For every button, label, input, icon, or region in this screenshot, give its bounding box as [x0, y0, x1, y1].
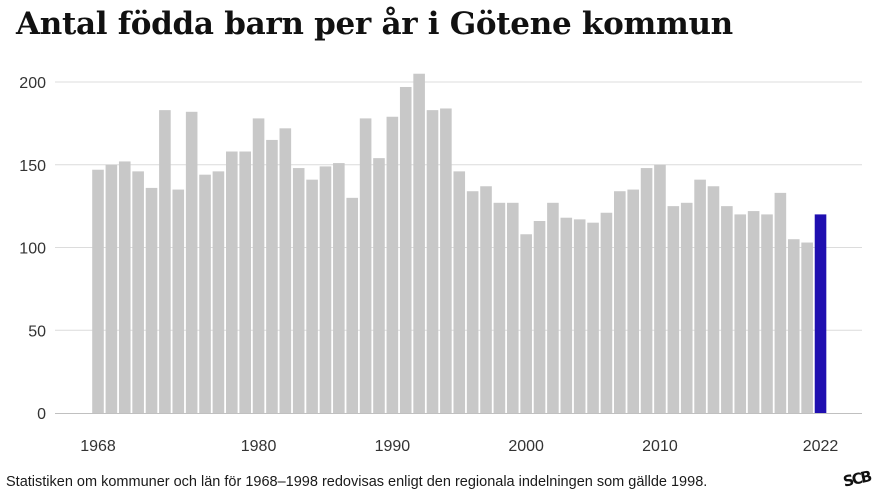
x-tick-label-2000: 2000 [508, 438, 544, 455]
scb-logo: SCB [841, 467, 872, 491]
bars [92, 73, 827, 414]
y-tick-label-100: 100 [19, 241, 46, 258]
bar-1976 [199, 174, 211, 413]
bar-1982 [279, 128, 292, 413]
bar-1974 [172, 189, 185, 413]
bar-1996 [466, 191, 479, 413]
x-tick-label-2010: 2010 [642, 438, 678, 455]
bar-1975 [185, 111, 198, 413]
x-tick-label-1968: 1968 [80, 438, 116, 455]
bar-2011 [667, 206, 680, 414]
y-axis-ticks: 0 50 100 150 200 [19, 75, 46, 423]
bar-2020 [787, 239, 800, 413]
bar-2008 [627, 189, 639, 413]
bar-2021 [801, 242, 813, 413]
bar-2017 [747, 211, 760, 413]
bar-2003 [560, 217, 573, 413]
bar-1997 [480, 186, 492, 413]
bar-1978 [226, 151, 238, 413]
bar-1980 [252, 118, 265, 413]
bar-1990 [386, 116, 399, 413]
bar-1977 [212, 171, 225, 413]
bar-2015 [721, 206, 733, 414]
bar-2012 [680, 202, 693, 413]
y-tick-label-50: 50 [28, 323, 46, 340]
x-axis-ticks: 1968 1980 1990 2000 2010 2022 [80, 438, 838, 455]
bar-1983 [292, 168, 305, 413]
x-tick-label-1980: 1980 [241, 438, 277, 455]
bar-2000 [520, 234, 532, 413]
bar-2010 [654, 164, 666, 413]
bar-2007 [614, 191, 626, 413]
bar-1979 [239, 151, 251, 413]
bar-2002 [547, 202, 559, 413]
bar-1981 [266, 139, 278, 413]
bar-1969 [105, 164, 118, 413]
y-tick-label-0: 0 [37, 406, 46, 423]
bar-1970 [118, 161, 131, 413]
bar-2013 [694, 179, 706, 413]
y-tick-label-200: 200 [19, 75, 46, 92]
bar-1973 [159, 110, 171, 413]
bar-1968 [92, 169, 104, 413]
bar-2001 [533, 221, 546, 413]
bar-1984 [306, 179, 318, 413]
bar-2019 [774, 192, 787, 413]
x-tick-label-1990: 1990 [375, 438, 411, 455]
bar-2018 [761, 214, 773, 413]
bar-2016 [734, 214, 747, 413]
bar-2005 [587, 222, 599, 413]
bar-1991 [399, 86, 412, 413]
bar-2004 [573, 219, 586, 413]
bar-1999 [506, 202, 519, 413]
bar-1985 [319, 166, 332, 413]
bar-2014 [707, 186, 720, 413]
bar-1993 [426, 110, 439, 413]
bar-1971 [132, 171, 144, 413]
bar-1989 [373, 158, 385, 413]
bar-chart: 0 50 100 150 200 1968 1980 1990 2000 2010 2022 [19, 73, 862, 455]
x-tick-label-2022: 2022 [803, 438, 839, 455]
bar-1998 [493, 202, 506, 413]
chart-title: Antal födda barn per år i Götene kommun [16, 6, 733, 42]
bar-2009 [640, 168, 653, 413]
bar-1986 [333, 163, 345, 413]
bar-1995 [453, 171, 466, 413]
bar-1994 [440, 108, 452, 413]
footnote: Statistiken om kommuner och län för 1968… [6, 474, 708, 490]
y-tick-label-150: 150 [19, 158, 46, 175]
bar-2006 [600, 212, 613, 413]
bar-1988 [359, 118, 372, 413]
bar-1992 [413, 73, 425, 413]
bar-1987 [346, 197, 359, 413]
bar-1972 [145, 187, 158, 413]
bar-2022 [814, 214, 827, 413]
